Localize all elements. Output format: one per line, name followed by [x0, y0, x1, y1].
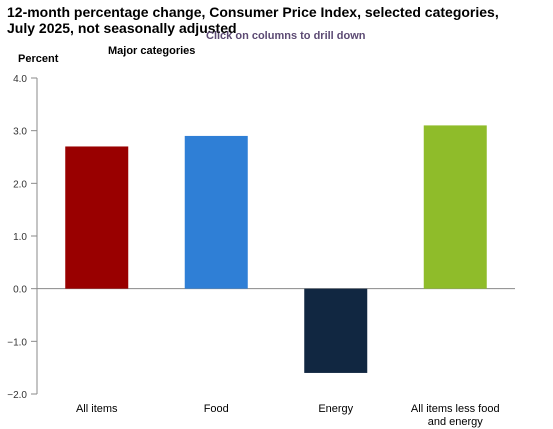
y-axis-tick-label: −1.0 [7, 337, 27, 348]
bar-all-items-less-food-and-energy[interactable] [423, 125, 487, 289]
y-axis-tick-label: 0.0 [13, 285, 27, 296]
x-axis-tick-label: All items less food and energy [411, 403, 500, 428]
drill-down-hint: Click on columns to drill down [206, 30, 366, 42]
y-axis-tick-label: 4.0 [13, 74, 27, 85]
x-axis-tick-label: All items [76, 403, 118, 415]
chart-subtitle: Major categories [108, 45, 196, 57]
x-axis-tick-label: Energy [318, 403, 353, 415]
y-axis-tick-label: −2.0 [7, 390, 27, 401]
bar-all-items[interactable] [65, 146, 129, 289]
y-axis-tick-label: 2.0 [13, 179, 27, 190]
bar-energy[interactable] [304, 288, 368, 373]
chart-title: 12-month percentage change, Consumer Pri… [7, 4, 499, 36]
y-axis-label: Percent [18, 53, 59, 65]
bar-food[interactable] [184, 135, 248, 289]
y-axis-tick-label: 3.0 [13, 127, 27, 138]
x-axis-tick-labels: All items Food Energy All items less food an… [76, 403, 500, 428]
y-axis-tick-label: 1.0 [13, 232, 27, 243]
x-axis-tick-label: Food [204, 403, 229, 415]
chart-bars [65, 125, 487, 373]
